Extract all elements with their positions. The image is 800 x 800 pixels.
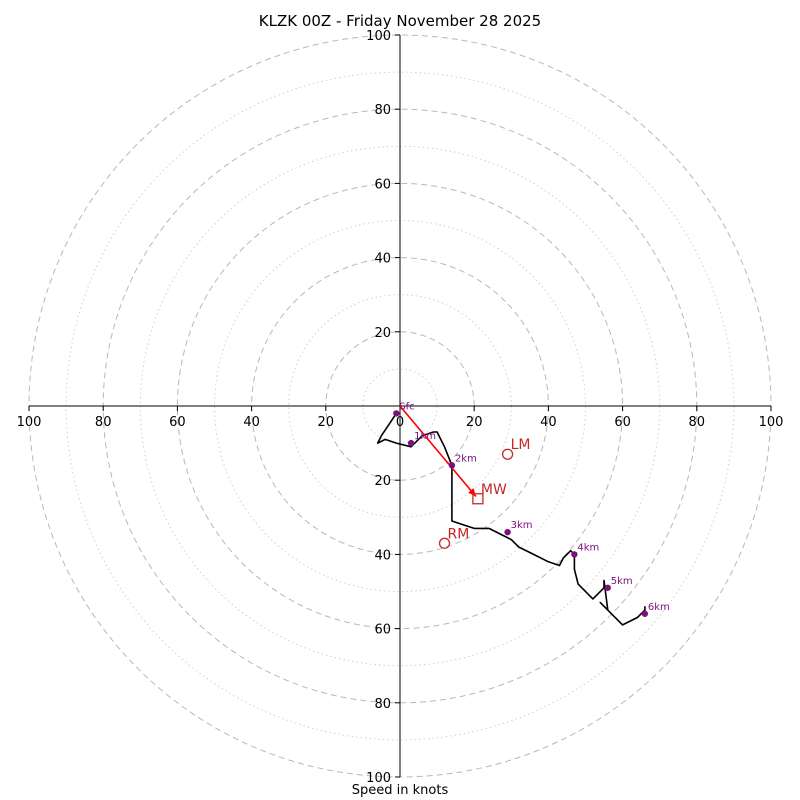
height-label-4km: 4km bbox=[577, 542, 599, 553]
height-marker-5km bbox=[604, 584, 611, 591]
x-tick-label: 40 bbox=[540, 415, 557, 430]
storm-motion-label-mw: MW bbox=[481, 482, 507, 498]
height-markers: Sfc 1km 2km 3km 4km 5km 6km bbox=[393, 401, 670, 617]
x-tick-label: 20 bbox=[466, 415, 483, 430]
x-tick-label: 60 bbox=[614, 415, 631, 430]
axis-ticks: 100 80 60 40 20 0 20 40 60 80 100 20 20 40 40 60 60 80 80 1… bbox=[17, 29, 784, 786]
x-tick-label: 80 bbox=[689, 415, 706, 430]
x-tick-label: 20 bbox=[318, 415, 335, 430]
storm-motion-label-rm: RM bbox=[448, 526, 470, 542]
height-marker-2km bbox=[448, 462, 456, 469]
storm-motion-marker-lm bbox=[501, 448, 514, 460]
y-tick-label-bottom: 100 bbox=[366, 771, 391, 786]
x-tick-label: 100 bbox=[759, 415, 784, 430]
x-tick-label: 40 bbox=[243, 415, 260, 430]
height-marker-4km bbox=[571, 551, 578, 558]
storm-motion-marker-rm bbox=[438, 537, 451, 549]
storm-motion-markers: LM MW RM bbox=[438, 437, 531, 549]
height-label-2km: 2km bbox=[455, 453, 477, 464]
height-marker-sfc bbox=[393, 410, 400, 417]
storm-motion-label-lm: LM bbox=[511, 437, 531, 453]
y-tick-label-top: 80 bbox=[374, 103, 391, 118]
x-tick-label: 100 bbox=[17, 415, 42, 430]
height-label-6km: 6km bbox=[648, 602, 670, 613]
mean-wind-arrow-group bbox=[399, 405, 477, 497]
x-tick-label: 60 bbox=[169, 415, 186, 430]
x-tick-label: 80 bbox=[95, 415, 112, 430]
y-tick-label-top: 20 bbox=[374, 326, 391, 341]
y-tick-label-bottom: 20 bbox=[374, 474, 391, 489]
height-label-5km: 5km bbox=[611, 576, 633, 587]
speed-axis-label: Speed in knots bbox=[351, 783, 449, 798]
y-tick-label-bottom: 60 bbox=[374, 623, 391, 638]
height-label-sfc: Sfc bbox=[399, 401, 414, 412]
x-tick-label: 0 bbox=[396, 415, 404, 430]
chart-title: KLZK 00Z - Friday November 28 2025 bbox=[258, 12, 542, 30]
height-marker-6km bbox=[641, 610, 649, 617]
y-tick-label-bottom: 80 bbox=[374, 697, 391, 712]
height-label-3km: 3km bbox=[511, 520, 533, 531]
y-tick-label-top: 60 bbox=[374, 177, 391, 192]
height-label-1km: 1km bbox=[414, 431, 436, 442]
height-marker-3km bbox=[504, 528, 511, 536]
y-tick-label-top: 100 bbox=[366, 29, 391, 44]
y-tick-label-bottom: 40 bbox=[374, 548, 391, 563]
y-tick-label-top: 40 bbox=[374, 252, 391, 267]
height-marker-1km bbox=[407, 439, 415, 447]
storm-motion-marker-mw bbox=[472, 493, 484, 505]
mean-wind-arrow-shaft bbox=[399, 405, 477, 497]
